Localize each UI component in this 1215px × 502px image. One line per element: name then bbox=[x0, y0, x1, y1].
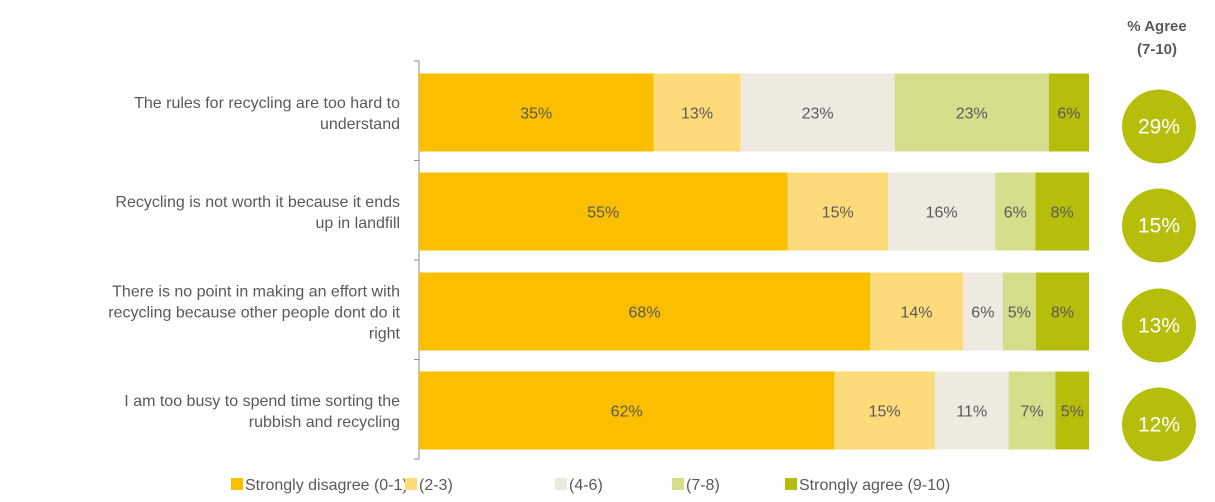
data-label: 23% bbox=[956, 106, 988, 123]
data-label: 7% bbox=[1020, 404, 1043, 421]
bar-segment bbox=[419, 73, 654, 152]
bar-segment bbox=[419, 272, 871, 351]
data-label: 23% bbox=[802, 106, 834, 123]
bar-segment bbox=[870, 272, 963, 351]
y-axis bbox=[414, 60, 420, 460]
bar-segment bbox=[1008, 371, 1056, 450]
category-label: There is no point in making an effort wi… bbox=[108, 284, 400, 343]
bar-segment bbox=[1035, 172, 1089, 251]
legend-swatch bbox=[672, 478, 684, 490]
agree-header-line2: (7-10) bbox=[1137, 41, 1177, 58]
data-label: 5% bbox=[1061, 404, 1084, 421]
data-label: 55% bbox=[587, 205, 619, 222]
agree-value: 13% bbox=[1138, 315, 1180, 338]
agree-circle bbox=[1122, 387, 1196, 462]
category-label: Recycling is not worth it because it end… bbox=[115, 194, 400, 232]
legend-label: Strongly agree (9-10) bbox=[799, 477, 950, 494]
agree-circle bbox=[1122, 89, 1196, 164]
data-label: 5% bbox=[1008, 305, 1031, 322]
data-label: 6% bbox=[1004, 205, 1027, 222]
data-label: 15% bbox=[822, 205, 854, 222]
data-label: 8% bbox=[1051, 205, 1074, 222]
bar-segment bbox=[995, 172, 1036, 251]
data-label: 8% bbox=[1051, 305, 1074, 322]
agree-circles: 29% 15% 13% 12% bbox=[1122, 89, 1196, 462]
bars: 35% 13% 23% 23% 6% 55% 15% 16% 6% 8% 68% 14% 6% 5% 8% 6… bbox=[419, 73, 1089, 450]
agree-value: 29% bbox=[1138, 116, 1180, 139]
category-label-line: rubbish and recycling bbox=[249, 414, 400, 431]
legend: Strongly disagree (0-1) (2-3) (4-6) (7-8) St… bbox=[231, 477, 950, 494]
agree-header-line1: % Agree bbox=[1127, 18, 1186, 35]
bar-segment bbox=[653, 73, 741, 152]
category-label-line: right bbox=[369, 326, 401, 343]
bar-segment bbox=[888, 172, 996, 251]
category-label-line: recycling because other people dont do i… bbox=[108, 305, 400, 322]
data-label: 14% bbox=[901, 305, 933, 322]
data-label: 68% bbox=[629, 305, 661, 322]
bar-segment bbox=[1055, 371, 1089, 450]
category-label-line: There is no point in making an effort wi… bbox=[112, 284, 400, 301]
legend-swatch bbox=[405, 478, 417, 490]
agree-circle bbox=[1122, 188, 1196, 263]
legend-swatch bbox=[555, 478, 567, 490]
category-label: The rules for recycling are too hard to u… bbox=[134, 95, 400, 133]
category-label: I am too busy to spend time sorting the r… bbox=[124, 393, 400, 431]
data-label: 62% bbox=[611, 404, 643, 421]
agree-circle bbox=[1122, 288, 1196, 363]
legend-label: (2-3) bbox=[419, 477, 453, 494]
data-label: 6% bbox=[1057, 106, 1080, 123]
legend-label: (7-8) bbox=[686, 477, 720, 494]
agree-value: 15% bbox=[1138, 215, 1180, 238]
data-label: 16% bbox=[926, 205, 958, 222]
category-label-line: understand bbox=[320, 116, 400, 133]
bar-segment bbox=[962, 272, 1003, 351]
bar-segment bbox=[787, 172, 888, 251]
legend-swatch bbox=[231, 478, 243, 490]
bar-segment bbox=[1035, 272, 1089, 351]
category-label-line: The rules for recycling are too hard to bbox=[134, 95, 400, 112]
bar-segment bbox=[894, 73, 1049, 152]
data-label: 15% bbox=[869, 404, 901, 421]
data-label: 11% bbox=[956, 404, 987, 421]
bar-segment bbox=[834, 371, 935, 450]
legend-label: Strongly disagree (0-1) bbox=[245, 477, 408, 494]
category-label-line: Recycling is not worth it because it end… bbox=[115, 194, 400, 211]
legend-swatch bbox=[785, 478, 797, 490]
data-label: 6% bbox=[971, 305, 994, 322]
bar-segment bbox=[740, 73, 895, 152]
bar-segment bbox=[1002, 272, 1036, 351]
bar-segment bbox=[419, 172, 788, 251]
bar-segment bbox=[1048, 73, 1089, 152]
category-label-line: I am too busy to spend time sorting the bbox=[124, 393, 400, 410]
agree-value: 12% bbox=[1138, 414, 1180, 437]
category-labels: The rules for recycling are too hard to u… bbox=[108, 95, 400, 431]
bar-segment bbox=[419, 371, 835, 450]
category-label-line: up in landfill bbox=[316, 215, 401, 232]
bar-segment bbox=[934, 371, 1009, 450]
data-label: 35% bbox=[520, 106, 552, 123]
data-label: 13% bbox=[681, 106, 713, 123]
legend-label: (4-6) bbox=[569, 477, 603, 494]
